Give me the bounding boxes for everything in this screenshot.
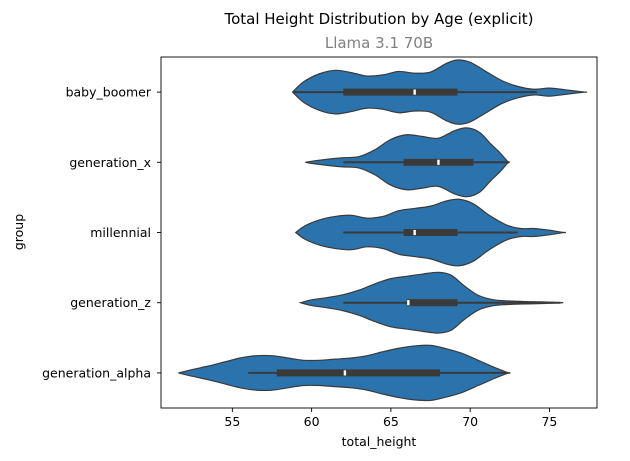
y-tick-label-millennial: millennial bbox=[90, 225, 151, 240]
x-tick-label-70: 70 bbox=[462, 414, 478, 429]
violin-iqr-box bbox=[343, 88, 458, 96]
x-tick-label-60: 60 bbox=[304, 414, 320, 429]
violin-millennial bbox=[294, 198, 567, 267]
violin-median-marker bbox=[437, 159, 440, 165]
violin-iqr-box bbox=[276, 369, 441, 377]
y-tick-label-generation-z: generation_z bbox=[70, 295, 151, 310]
x-axis: 55 60 65 70 75 bbox=[224, 408, 557, 429]
violin-median-marker bbox=[413, 89, 416, 95]
violin-median-marker bbox=[413, 229, 416, 236]
x-tick-label-65: 65 bbox=[383, 414, 399, 429]
x-tick-label-55: 55 bbox=[224, 414, 240, 429]
violin-generation-alpha bbox=[178, 344, 511, 402]
chart-title: Total Height Distribution by Age (explic… bbox=[223, 10, 533, 28]
y-tick-label-generation-x: generation_x bbox=[69, 155, 151, 170]
plot-frame bbox=[160, 56, 598, 409]
violin-group bbox=[178, 59, 588, 402]
x-axis-label: total_height bbox=[342, 434, 417, 449]
y-tick-label-generation-alpha: generation_alpha bbox=[42, 365, 151, 380]
violin-baby-boomer bbox=[291, 59, 588, 125]
y-axis-label: group bbox=[11, 214, 26, 250]
violin-median-marker bbox=[343, 370, 347, 376]
violin-iqr-box bbox=[406, 299, 458, 307]
violin-iqr-box bbox=[403, 229, 458, 236]
y-tick-label-baby-boomer: baby_boomer bbox=[66, 85, 152, 100]
chart-subtitle: Llama 3.1 70B bbox=[325, 34, 433, 52]
y-axis: baby_boomer generation_x millennial generat… bbox=[42, 85, 161, 380]
violin-median-marker bbox=[407, 300, 410, 306]
violin-generation-z bbox=[298, 271, 564, 334]
x-tick-label-75: 75 bbox=[541, 414, 557, 429]
violin-generation-x bbox=[305, 127, 510, 198]
